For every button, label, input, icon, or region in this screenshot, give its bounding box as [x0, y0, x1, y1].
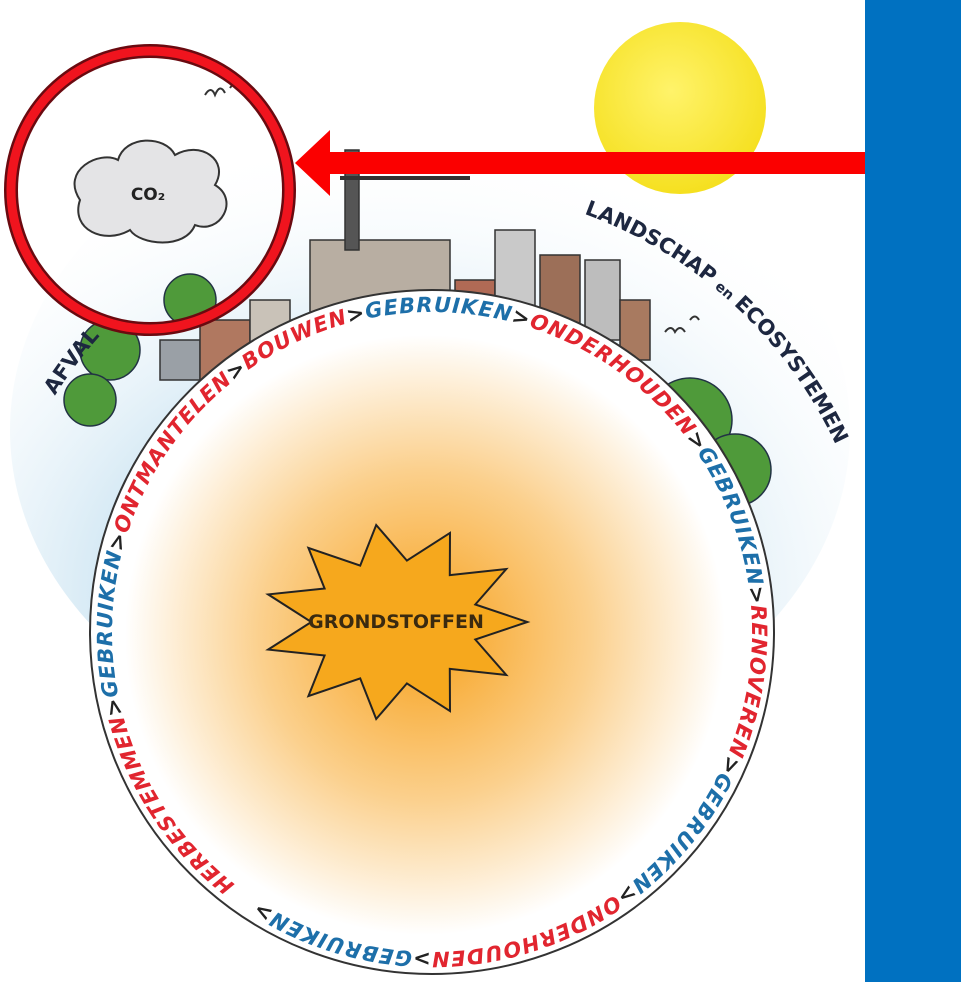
building	[584, 259, 621, 341]
building	[159, 339, 201, 381]
sun	[594, 22, 766, 194]
tree	[63, 373, 117, 427]
highlight-ring	[6, 46, 294, 334]
cycle-separator: >	[100, 696, 127, 719]
center-label: GRONDSTOFFEN	[308, 611, 484, 633]
cycle-separator: >	[509, 303, 532, 331]
cloud-label: CO₂	[131, 185, 165, 205]
burst	[265, 523, 531, 721]
cycle-separator: >	[744, 585, 770, 605]
cycle-separator: >	[413, 947, 431, 972]
cycle-separator: >	[104, 530, 132, 554]
side-panel	[865, 0, 961, 982]
building	[344, 149, 360, 251]
cloud	[73, 139, 228, 244]
birds	[664, 315, 700, 335]
cycle-separator: >	[344, 300, 367, 327]
arrow	[295, 130, 961, 196]
